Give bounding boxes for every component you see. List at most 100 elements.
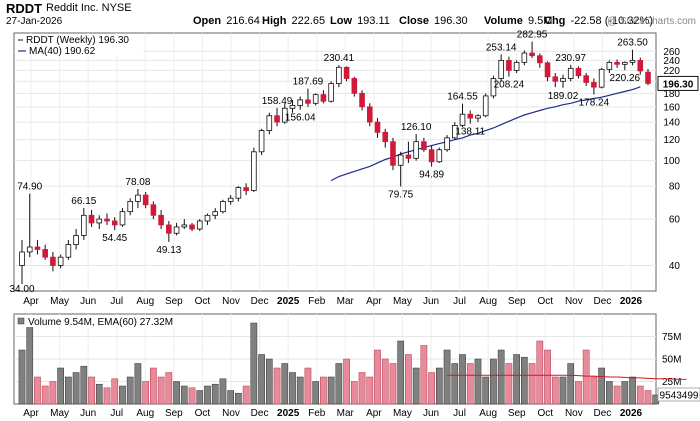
candle bbox=[351, 76, 358, 97]
volume-bar bbox=[126, 376, 134, 405]
close-quote: Close 196.30 bbox=[399, 15, 468, 27]
time-tick-label: Aug bbox=[479, 296, 497, 307]
time-tick-label: Dec bbox=[594, 296, 612, 307]
candle-body bbox=[320, 94, 327, 102]
candle-body bbox=[359, 92, 365, 108]
candle-body bbox=[544, 62, 551, 78]
candle bbox=[436, 147, 443, 163]
candle-body bbox=[57, 256, 64, 266]
candle bbox=[196, 219, 203, 232]
volume-bar bbox=[544, 349, 551, 405]
candle bbox=[444, 135, 450, 152]
candle-body bbox=[598, 68, 605, 88]
volume-bar bbox=[366, 376, 374, 405]
candle bbox=[57, 254, 64, 269]
candle bbox=[451, 122, 458, 140]
candle bbox=[119, 208, 126, 227]
candle-body bbox=[606, 61, 613, 70]
candle bbox=[189, 222, 195, 232]
time-tick-label: May bbox=[50, 296, 69, 307]
candle-body bbox=[111, 220, 118, 226]
time-tick-label: 2025 bbox=[277, 408, 300, 419]
candle-body bbox=[81, 214, 87, 236]
price-tick-label: 160 bbox=[663, 102, 680, 113]
candle-body bbox=[274, 115, 280, 123]
time-tick-label: Jun bbox=[80, 296, 96, 307]
candle-body bbox=[382, 131, 389, 143]
volume-bar bbox=[173, 381, 180, 405]
candle-body bbox=[459, 113, 466, 126]
candle bbox=[405, 141, 412, 163]
candle bbox=[343, 66, 350, 82]
candle bbox=[475, 114, 481, 123]
candle-body bbox=[42, 249, 48, 258]
candle-body bbox=[351, 78, 358, 94]
candle-body bbox=[19, 251, 25, 266]
candle-body bbox=[444, 137, 450, 151]
candle bbox=[243, 183, 249, 196]
candle-body bbox=[397, 154, 404, 166]
volume-bar bbox=[196, 390, 204, 405]
company-name: Reddit Inc. NYSE bbox=[46, 2, 132, 14]
candle-body bbox=[181, 224, 188, 228]
volume-bar bbox=[381, 358, 389, 405]
price-panel-frame bbox=[13, 32, 657, 292]
volume-bar bbox=[57, 367, 64, 405]
candle-body bbox=[436, 149, 443, 163]
volume-bar bbox=[18, 349, 26, 405]
time-tick-label: Sep bbox=[508, 296, 526, 307]
legend-ma: MA(40) 190.62 bbox=[29, 46, 96, 57]
price-tick-label: 100 bbox=[663, 156, 680, 167]
price-tick-label: 140 bbox=[663, 118, 680, 129]
candle-body bbox=[591, 82, 597, 88]
price-annotation: 164.55 bbox=[447, 92, 478, 103]
candle bbox=[181, 219, 188, 230]
candle bbox=[506, 56, 512, 77]
last-volume-tag bbox=[657, 387, 700, 402]
candle bbox=[359, 90, 365, 111]
candle-body bbox=[513, 61, 520, 71]
candle-body bbox=[65, 244, 72, 258]
candle bbox=[111, 217, 118, 231]
candle bbox=[26, 193, 33, 258]
volume-bar bbox=[459, 354, 466, 405]
time-tick-label: 2025 bbox=[277, 296, 300, 307]
price-annotation: 54.45 bbox=[102, 233, 127, 244]
candle-body bbox=[96, 218, 103, 224]
volume-tick-label: 25M bbox=[662, 377, 681, 388]
volume-bar bbox=[490, 358, 497, 405]
volume-bar bbox=[180, 385, 188, 405]
volume-bar bbox=[443, 349, 451, 405]
candle-body bbox=[266, 115, 273, 131]
candle bbox=[81, 207, 87, 240]
candle-body bbox=[251, 151, 257, 191]
price-tick-label: 60 bbox=[669, 215, 681, 226]
candle-body bbox=[537, 55, 543, 64]
candle bbox=[227, 195, 234, 205]
candle-body bbox=[73, 235, 79, 246]
candle-body bbox=[158, 214, 164, 226]
candle bbox=[320, 90, 327, 104]
volume-tick-label: 75M bbox=[662, 332, 681, 343]
volume-bar bbox=[629, 376, 636, 405]
candle bbox=[560, 74, 566, 88]
volume-bar bbox=[606, 381, 613, 405]
time-tick-label: May bbox=[393, 408, 412, 419]
candle bbox=[135, 188, 141, 209]
price-annotation: 156.04 bbox=[285, 113, 316, 124]
candle bbox=[19, 239, 25, 285]
time-tick-label: Oct bbox=[195, 296, 211, 307]
candle bbox=[637, 57, 644, 75]
candle bbox=[289, 99, 296, 113]
volume-bar bbox=[34, 376, 41, 405]
candle-body bbox=[637, 60, 644, 72]
candle bbox=[606, 60, 613, 74]
volume-bar bbox=[219, 378, 227, 405]
candle bbox=[65, 239, 72, 260]
candle-body bbox=[405, 154, 412, 159]
volume-bar bbox=[521, 356, 528, 405]
candle bbox=[622, 61, 628, 71]
candle bbox=[421, 137, 427, 152]
candle-body bbox=[629, 60, 636, 63]
volume-bar bbox=[188, 387, 196, 405]
